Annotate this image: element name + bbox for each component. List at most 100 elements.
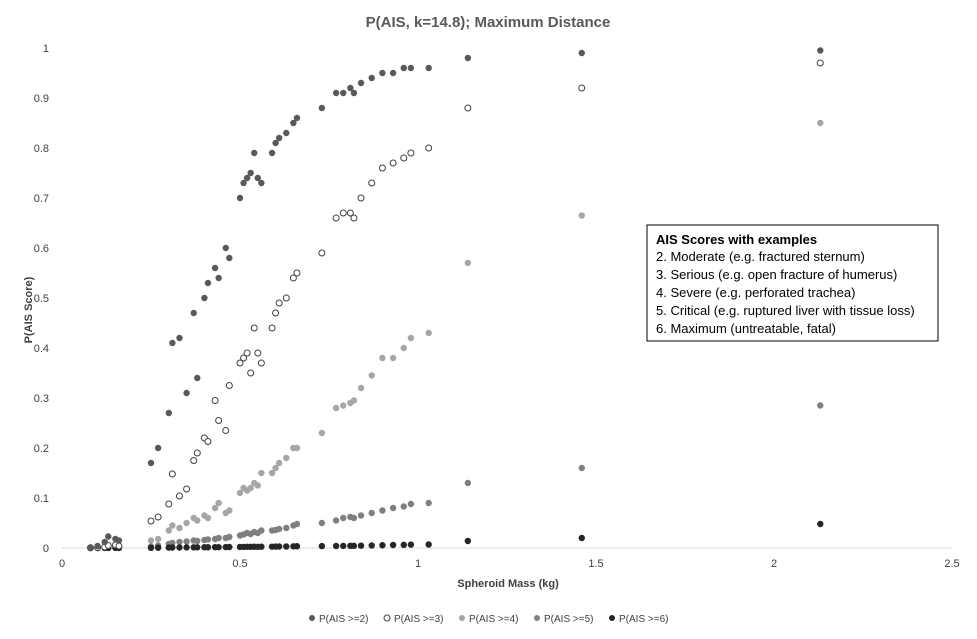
data-point-ais-2 xyxy=(101,538,108,546)
data-point-ais-5 xyxy=(368,509,375,517)
data-point-ais-3 xyxy=(240,354,248,362)
data-point-ais-6 xyxy=(176,544,183,551)
data-point-ais-3 xyxy=(250,324,258,332)
data-point-ais-6 xyxy=(293,543,301,550)
data-point-ais-5 xyxy=(275,525,283,533)
x-tick-label: 2 xyxy=(771,558,777,570)
data-point-ais-6 xyxy=(379,542,386,549)
data-point-ais-4 xyxy=(226,507,233,514)
x-axis-label: Spheroid Mass (kg) xyxy=(457,578,559,590)
data-point-ais-3 xyxy=(368,179,376,187)
data-point-ais-3 xyxy=(190,457,198,464)
data-point-ais-3 xyxy=(275,299,283,307)
data-point-ais-3 xyxy=(168,470,176,478)
data-point-ais-2 xyxy=(283,129,290,137)
data-point-ais-3 xyxy=(350,214,358,222)
data-point-ais-5 xyxy=(578,464,585,472)
legend-marker-ais-3 xyxy=(383,614,391,622)
data-point-ais-2 xyxy=(147,459,155,467)
data-point-ais-5 xyxy=(340,514,347,522)
data-point-ais-2 xyxy=(254,174,261,182)
legend-label-ais-6: P(AIS >=6) xyxy=(619,614,668,625)
data-point-ais-2 xyxy=(293,114,301,122)
data-point-ais-5 xyxy=(407,500,415,508)
data-point-ais-2 xyxy=(226,254,233,262)
legend-label-ais-4: P(AIS >=4) xyxy=(469,614,518,625)
data-point-ais-4 xyxy=(165,527,172,534)
data-point-ais-2 xyxy=(400,64,407,72)
data-point-ais-6 xyxy=(283,543,290,550)
data-point-ais-3 xyxy=(268,324,276,332)
data-point-ais-3 xyxy=(272,309,280,317)
data-point-ais-2 xyxy=(243,174,251,182)
data-point-ais-2 xyxy=(425,64,432,72)
data-point-ais-5 xyxy=(318,519,326,527)
data-point-ais-2 xyxy=(194,374,201,382)
data-point-ais-5 xyxy=(332,517,340,524)
data-point-ais-2 xyxy=(247,169,254,177)
data-point-ais-3 xyxy=(147,517,155,525)
data-point-ais-4 xyxy=(283,454,290,462)
data-point-ais-4 xyxy=(425,329,432,337)
legend-marker-ais-2 xyxy=(309,615,315,621)
data-point-ais-3 xyxy=(400,154,408,162)
data-point-ais-4 xyxy=(183,519,190,527)
data-point-ais-6 xyxy=(204,544,212,551)
chart-title: P(AIS, k=14.8); Maximum Distance xyxy=(366,14,611,31)
data-point-ais-2 xyxy=(87,544,94,551)
data-point-ais-6 xyxy=(425,541,432,548)
data-point-ais-2 xyxy=(268,149,276,157)
data-point-ais-4 xyxy=(147,537,155,544)
data-point-ais-5 xyxy=(389,504,397,512)
data-point-ais-6 xyxy=(154,544,162,551)
data-point-ais-3 xyxy=(425,144,433,152)
data-point-ais-2 xyxy=(407,64,415,72)
data-point-ais-4 xyxy=(272,464,279,472)
data-point-ais-5 xyxy=(204,536,212,543)
data-point-ais-3 xyxy=(289,274,297,282)
data-point-ais-2 xyxy=(290,119,297,127)
y-tick-label: 0.7 xyxy=(34,193,49,205)
data-point-ais-3 xyxy=(211,397,219,404)
data-point-ais-2 xyxy=(272,139,279,147)
data-point-ais-2 xyxy=(275,134,283,142)
ais-annotation-box: AIS Scores with examples 2. Moderate (e.… xyxy=(646,224,939,342)
y-tick-label: 0.1 xyxy=(34,493,49,505)
data-point-ais-2 xyxy=(318,104,326,112)
data-point-ais-3 xyxy=(254,349,262,357)
data-point-ais-3 xyxy=(225,382,233,389)
annotation-line-5: 6. Maximum (untreatable, fatal) xyxy=(656,321,836,336)
data-point-ais-2 xyxy=(332,89,340,97)
x-tick-label: 2.5 xyxy=(944,558,959,570)
data-point-ais-4 xyxy=(318,429,326,437)
data-point-ais-4 xyxy=(368,372,375,379)
data-point-ais-5 xyxy=(215,534,222,542)
data-point-ais-3 xyxy=(115,542,123,550)
data-point-ais-2 xyxy=(347,84,354,92)
data-point-ais-4 xyxy=(275,459,283,467)
data-point-ais-6 xyxy=(194,544,201,551)
y-tick-label: 0.2 xyxy=(34,443,49,455)
data-point-ais-2 xyxy=(368,74,375,82)
data-point-ais-2 xyxy=(215,274,222,282)
y-axis-label: P(AIS Score) xyxy=(23,276,35,343)
data-point-ais-4 xyxy=(379,354,386,362)
data-point-ais-4 xyxy=(169,522,176,529)
y-tick-label: 0.8 xyxy=(34,143,49,155)
data-point-ais-2 xyxy=(817,47,824,54)
data-point-ais-6 xyxy=(258,543,265,550)
data-point-ais-4 xyxy=(407,334,415,342)
data-point-ais-4 xyxy=(254,482,261,489)
x-axis-ticks: 0 0.5 1 1.5 2 2.5 xyxy=(59,558,960,570)
data-point-ais-4 xyxy=(464,259,472,267)
data-point-ais-6 xyxy=(407,541,415,548)
data-point-ais-3 xyxy=(222,427,230,434)
data-point-ais-2 xyxy=(340,89,347,97)
data-point-ais-2 xyxy=(222,244,229,252)
data-point-ais-2 xyxy=(165,409,172,417)
annotation-frame xyxy=(646,224,939,342)
data-point-ais-3 xyxy=(154,513,162,521)
data-point-ais-3 xyxy=(318,249,326,257)
y-tick-label: 0 xyxy=(43,543,49,555)
data-point-ais-2 xyxy=(251,149,258,157)
